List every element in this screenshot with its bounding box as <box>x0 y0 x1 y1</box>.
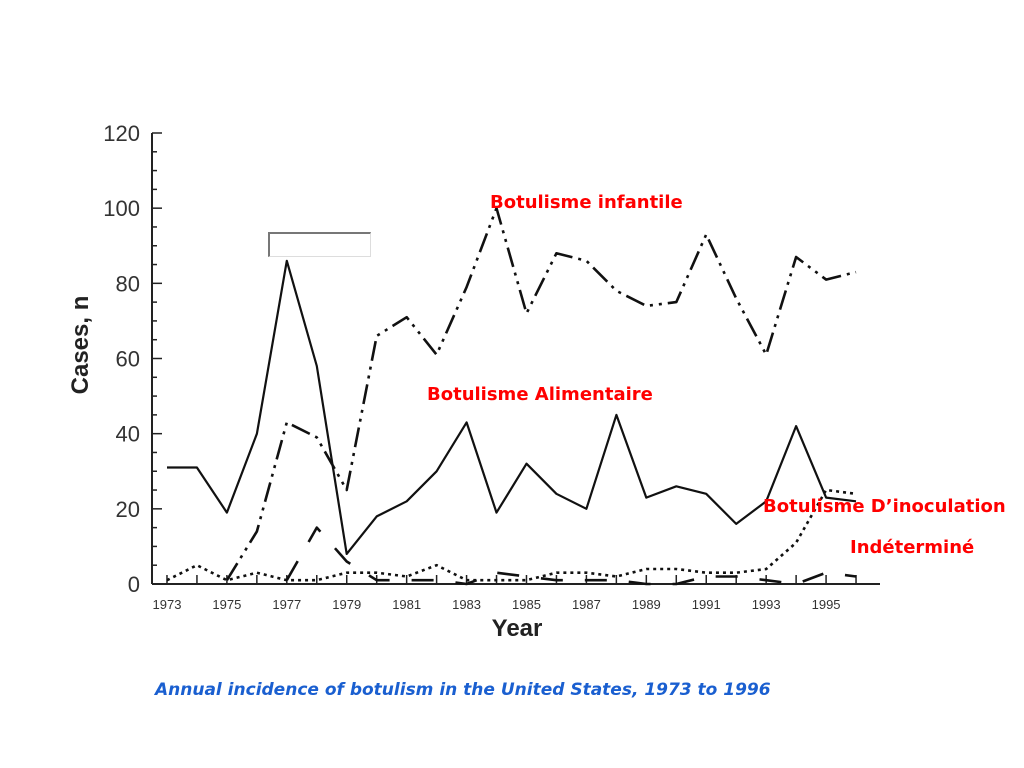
y-tick-label: 60 <box>116 347 140 372</box>
x-tick-label: 1979 <box>332 597 361 612</box>
x-tick-label: 1989 <box>632 597 661 612</box>
y-tick-label: 0 <box>128 572 140 597</box>
series-layer <box>166 206 857 586</box>
y-tick-label: 80 <box>116 271 140 296</box>
series-line-3 <box>285 526 857 586</box>
x-tick-label: 1987 <box>572 597 601 612</box>
x-tick-label: 1981 <box>392 597 421 612</box>
x-tick-label: 1975 <box>212 597 241 612</box>
x-tick-label: 1993 <box>752 597 781 612</box>
x-tick-label: 1991 <box>692 597 721 612</box>
annotation-wound-botulism: Botulisme D’inoculation <box>763 496 1006 517</box>
annotation-undetermined: Indéterminé <box>850 537 975 558</box>
x-axis-title: Year <box>492 615 543 642</box>
annotation-infant-botulism: Botulisme infantile <box>490 192 683 213</box>
x-tick-label: 1977 <box>272 597 301 612</box>
y-tick-label: 100 <box>103 196 140 221</box>
series-line-0 <box>167 259 857 556</box>
axes: 0 20 40 60 80 100 120 1973 1975 1977 1979 1981 1983 1… <box>103 121 880 612</box>
x-tick-label: 1973 <box>153 597 182 612</box>
x-tick-label: 1983 <box>452 597 481 612</box>
chart-caption: Annual incidence of botulism in the Unit… <box>155 680 771 700</box>
x-tick-label: 1995 <box>812 597 841 612</box>
y-axis-title: Cases, n <box>67 296 94 395</box>
y-tick-label: 40 <box>116 422 140 447</box>
series-line-1 <box>225 206 857 581</box>
x-tick-label: 1985 <box>512 597 541 612</box>
y-tick-label: 20 <box>116 497 140 522</box>
series-line-2 <box>166 488 857 582</box>
annotation-foodborne-botulism: Botulisme Alimentaire <box>427 384 653 405</box>
y-tick-label: 120 <box>103 121 140 146</box>
legend-box <box>268 232 371 257</box>
